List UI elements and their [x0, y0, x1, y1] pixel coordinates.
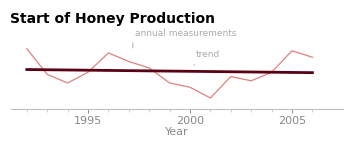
Text: trend: trend [196, 50, 220, 59]
Text: annual measurements: annual measurements [135, 29, 237, 38]
Text: Start of Honey Production: Start of Honey Production [10, 12, 216, 26]
X-axis label: Year: Year [165, 127, 189, 137]
